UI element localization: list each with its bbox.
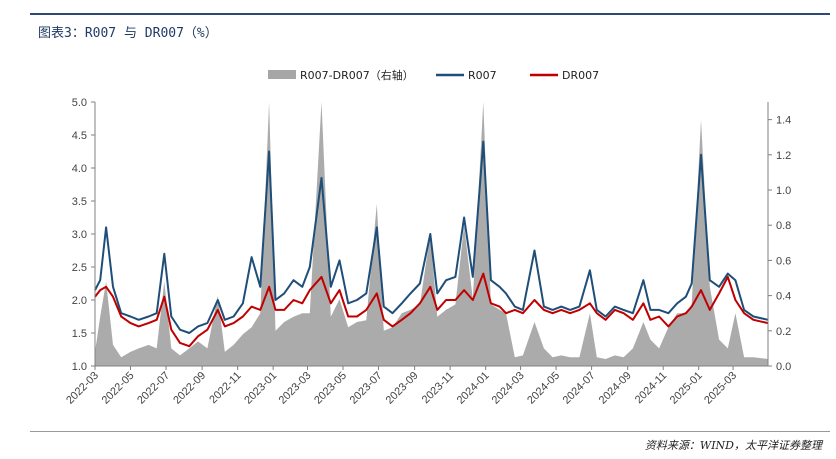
x-tick-label: 2024-05: [525, 370, 562, 407]
left-tick-label: 2.5: [72, 262, 87, 274]
legend-swatch-spread: [268, 70, 296, 79]
left-tick-label: 1.5: [72, 328, 87, 340]
rate-lines-layer: [94, 140, 769, 348]
right-tick-label: 0.2: [776, 326, 791, 338]
right-tick-label: 0.0: [776, 361, 791, 373]
source-note: 资料来源：WIND，太平洋证券整理: [644, 439, 822, 452]
right-tick-label: 0.8: [776, 220, 791, 232]
left-tick-label: 2.0: [72, 295, 87, 307]
x-tick-label: 2024-01: [455, 370, 492, 407]
x-tick-label: 2022-05: [100, 370, 137, 407]
left-tick-label: 5.0: [72, 97, 87, 109]
right-tick-label: 0.6: [776, 255, 791, 267]
x-tick-label: 2022-11: [207, 370, 243, 406]
left-tick-label: 3.0: [72, 229, 87, 241]
right-tick-label: 1.2: [776, 150, 791, 162]
left-tick-label: 4.5: [72, 130, 87, 142]
legend-label: DR007: [562, 69, 599, 82]
right-tick-label: 1.0: [776, 185, 791, 197]
footer-rule: [30, 431, 830, 432]
header-rule: [30, 13, 830, 15]
left-tick-label: 3.5: [72, 196, 87, 208]
x-tick-label: 2024-11: [633, 370, 669, 406]
x-tick-label: 2022-07: [135, 370, 172, 407]
x-tick-label: 2024-07: [561, 370, 598, 407]
left-tick-label: 1.0: [72, 361, 87, 373]
x-tick-label: 2022-03: [64, 370, 101, 407]
x-tick-label: 2023-05: [312, 370, 349, 407]
series-line-r007: [94, 140, 769, 334]
right-tick-label: 1.4: [776, 115, 791, 127]
x-tick-label: 2023-09: [384, 370, 421, 407]
x-tick-label: 2023-01: [242, 370, 279, 407]
x-tick-label: 2025-03: [702, 370, 739, 407]
x-tick-label: 2025-01: [668, 370, 705, 407]
right-tick-label: 0.4: [776, 291, 791, 303]
x-tick-label: 2024-03: [490, 370, 527, 407]
x-tick-label: 2023-11: [420, 370, 456, 406]
legend-label: R007: [468, 69, 497, 82]
chart-title: 图表3：R007 与 DR007（%）: [38, 26, 218, 41]
x-tick-label: 2022-09: [171, 370, 208, 407]
legend: R007-DR007（右轴） R007 DR007: [268, 68, 599, 82]
x-tick-label: 2023-07: [348, 370, 385, 407]
x-tick-label: 2024-09: [597, 370, 634, 407]
series-line-dr007: [94, 272, 769, 348]
x-tick-label: 2023-03: [277, 370, 314, 407]
left-tick-label: 4.0: [72, 163, 87, 175]
legend-label: R007-DR007（右轴）: [300, 68, 414, 82]
